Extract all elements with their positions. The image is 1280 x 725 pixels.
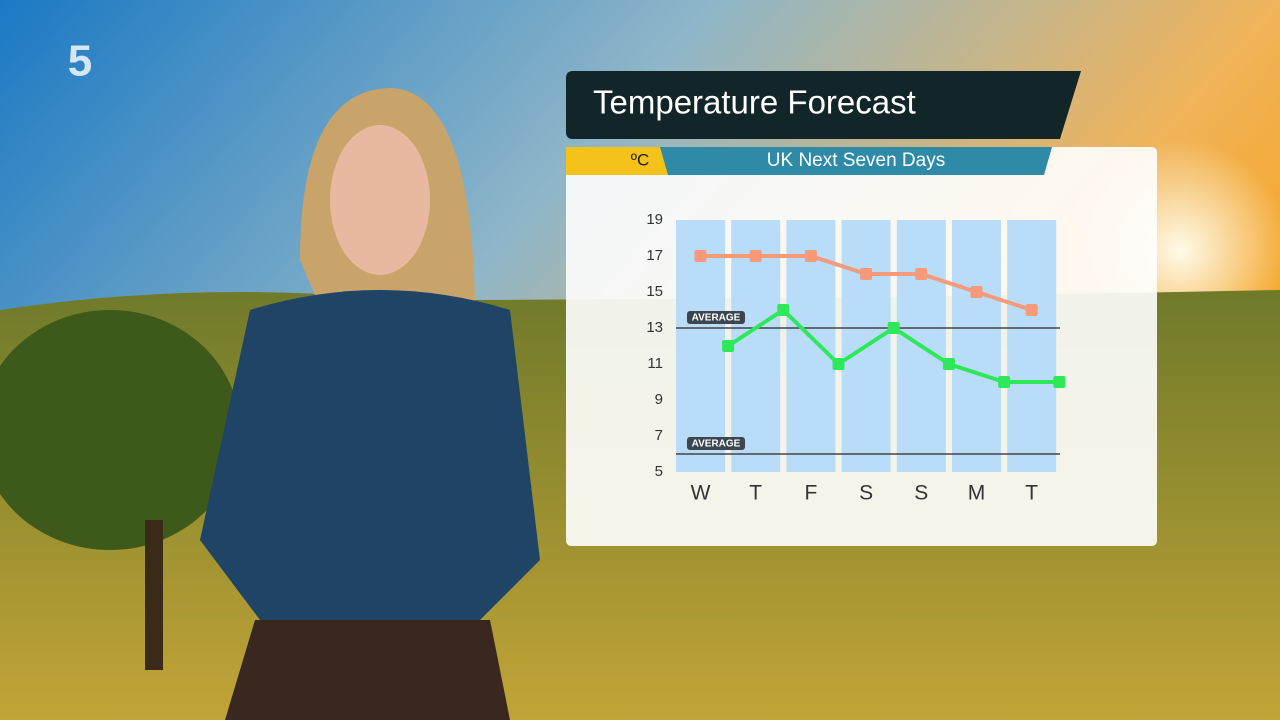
temperature-point	[998, 376, 1011, 388]
y-tick-label: 13	[646, 319, 663, 336]
temperature-point	[942, 358, 955, 370]
x-tick-label: F	[804, 482, 817, 505]
temperature-point	[887, 322, 900, 334]
title-box	[566, 71, 1081, 139]
temperature-point	[777, 304, 790, 316]
y-tick-label: 15	[646, 283, 663, 300]
average-label: AVERAGE	[692, 439, 741, 450]
plot: W T F S S M T 5 7 9 11 13 15 17 19 AVERAGE AVERAGE	[646, 211, 1066, 505]
chart-subtitle: UK Next Seven Days	[767, 150, 945, 171]
unit-strip	[566, 147, 668, 175]
y-tick-label: 5	[655, 463, 663, 480]
temperature-point	[1053, 376, 1066, 388]
day-column	[952, 220, 1001, 472]
temperature-point	[1025, 304, 1038, 316]
temperature-point	[694, 250, 707, 262]
temperature-point	[860, 268, 873, 280]
x-tick-label: T	[749, 482, 762, 505]
chart-title: Temperature Forecast	[593, 84, 916, 121]
temperature-point	[722, 340, 735, 352]
day-column	[1007, 220, 1057, 472]
presenter-face	[330, 125, 430, 275]
tree	[0, 310, 240, 550]
subtitle-strip	[660, 147, 1052, 175]
y-tick-label: 9	[655, 391, 663, 408]
temperature-point	[832, 358, 845, 370]
y-tick-label: 7	[655, 427, 663, 444]
temperature-point	[804, 250, 817, 262]
average-label: AVERAGE	[692, 313, 741, 324]
x-tick-label: W	[691, 482, 711, 505]
temperature-point	[915, 268, 928, 280]
average-tag	[687, 437, 745, 450]
tree-trunk	[145, 520, 163, 670]
presenter-blouse	[200, 290, 540, 620]
average-tag	[687, 311, 745, 324]
channel-logo: 5	[68, 37, 92, 86]
temperature-point	[970, 286, 983, 298]
y-tick-label: 17	[646, 247, 663, 264]
unit-label: ºC	[631, 150, 650, 169]
x-tick-label: M	[968, 482, 986, 505]
y-tick-label: 11	[647, 355, 663, 372]
x-tick-label: S	[914, 482, 928, 505]
x-tick-label: T	[1025, 482, 1038, 505]
x-tick-label: S	[859, 482, 873, 505]
y-tick-label: 19	[646, 211, 663, 228]
temperature-point	[749, 250, 762, 262]
presenter-skirt	[225, 620, 510, 720]
presenter	[200, 88, 540, 720]
